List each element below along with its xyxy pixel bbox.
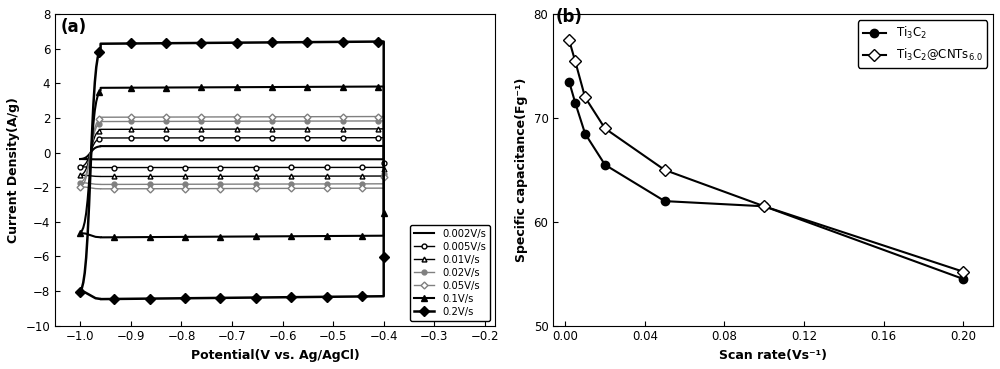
Ti$_3$C$_2$@CNTs$_{6.0}$ xyxy=(563,38,575,42)
Ti$_3$C$_2$ xyxy=(758,204,770,208)
Ti$_3$C$_2$ xyxy=(579,131,591,136)
Ti$_3$C$_2$@CNTs$_{6.0}$ xyxy=(957,269,969,274)
X-axis label: Potential(V vs. Ag/AgCl): Potential(V vs. Ag/AgCl) xyxy=(191,349,359,362)
Ti$_3$C$_2$ xyxy=(957,277,969,281)
Ti$_3$C$_2$ xyxy=(599,163,611,167)
Ti$_3$C$_2$@CNTs$_{6.0}$ xyxy=(599,126,611,131)
Ti$_3$C$_2$@CNTs$_{6.0}$ xyxy=(579,95,591,100)
Y-axis label: Current Density(A/g): Current Density(A/g) xyxy=(7,97,20,243)
Legend: Ti$_3$C$_2$, Ti$_3$C$_2$@CNTs$_{6.0}$: Ti$_3$C$_2$, Ti$_3$C$_2$@CNTs$_{6.0}$ xyxy=(858,20,987,68)
Legend: 0.002V/s, 0.005V/s, 0.01V/s, 0.02V/s, 0.05V/s, 0.1V/s, 0.2V/s: 0.002V/s, 0.005V/s, 0.01V/s, 0.02V/s, 0.… xyxy=(410,225,490,321)
Line: Ti$_3$C$_2$: Ti$_3$C$_2$ xyxy=(565,77,967,283)
Ti$_3$C$_2$@CNTs$_{6.0}$ xyxy=(758,204,770,208)
Line: Ti$_3$C$_2$@CNTs$_{6.0}$: Ti$_3$C$_2$@CNTs$_{6.0}$ xyxy=(565,36,967,276)
Ti$_3$C$_2$@CNTs$_{6.0}$ xyxy=(659,168,671,172)
Y-axis label: Specific capacitance(Fg⁻¹): Specific capacitance(Fg⁻¹) xyxy=(515,78,528,262)
Text: (b): (b) xyxy=(555,8,582,25)
Ti$_3$C$_2$ xyxy=(569,100,581,105)
Ti$_3$C$_2$ xyxy=(563,80,575,84)
X-axis label: Scan rate(Vs⁻¹): Scan rate(Vs⁻¹) xyxy=(719,349,827,362)
Text: (a): (a) xyxy=(60,18,86,36)
Ti$_3$C$_2$ xyxy=(659,199,671,203)
Ti$_3$C$_2$@CNTs$_{6.0}$ xyxy=(569,59,581,63)
